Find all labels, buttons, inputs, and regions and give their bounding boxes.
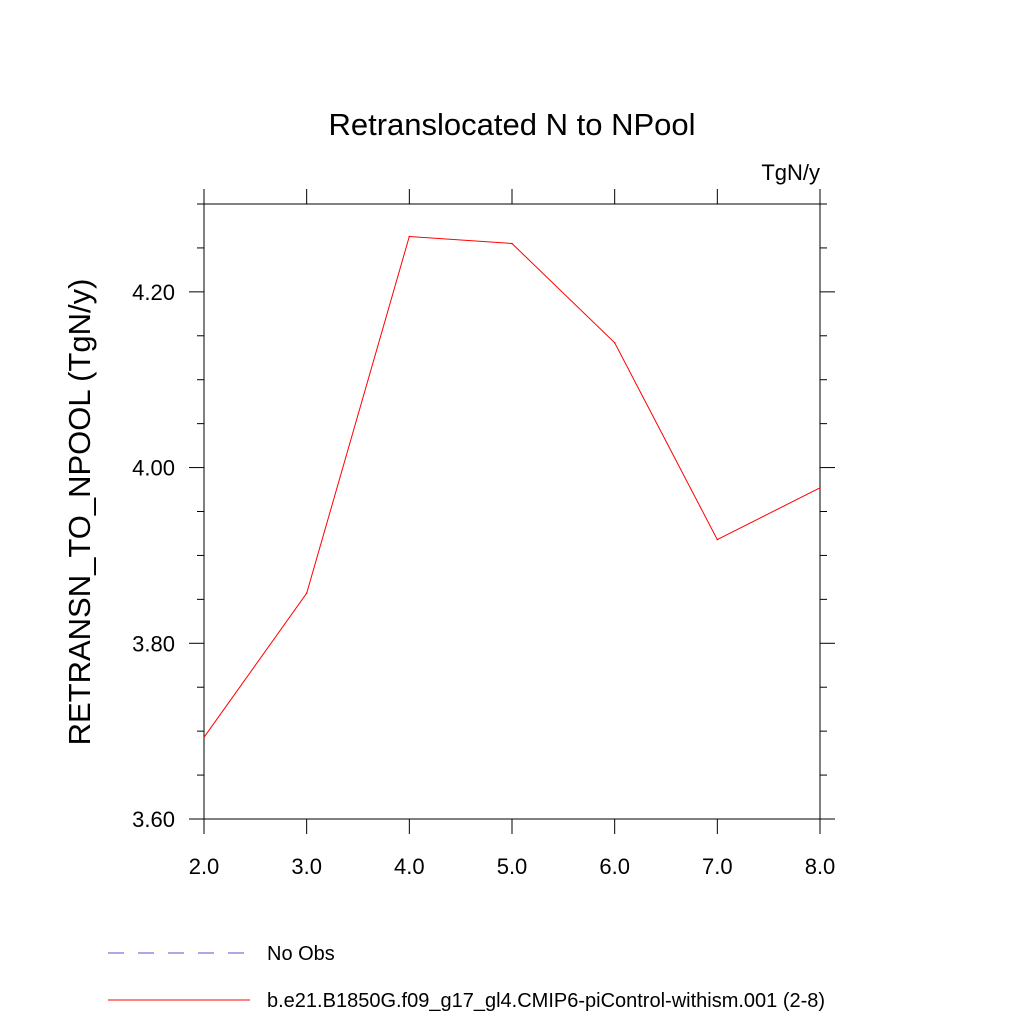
axis-ticks	[189, 189, 835, 834]
series-group	[203, 235, 821, 739]
legend: No Obs b.e21.B1850G.f09_g17_gl4.CMIP6-piC…	[108, 943, 825, 1012]
axis-tick-labels: 2.0 3.0 4.0 5.0 6.0 7.0 8.0 3.60 3.80 4.00 4.20	[132, 280, 835, 879]
x-tick-label: 3.0	[291, 854, 322, 879]
x-tick-label: 6.0	[599, 854, 630, 879]
chart-title: Retranslocated N to NPool	[328, 107, 695, 142]
data-point	[613, 342, 616, 344]
y-tick-label: 3.80	[132, 631, 175, 656]
data-point	[819, 486, 821, 489]
y-tick-label: 4.00	[132, 456, 175, 481]
y-axis-label: RETRANSN_TO_NPOOL (TgN/y)	[62, 279, 97, 746]
legend-label: No Obs	[267, 943, 335, 965]
x-tick-label: 2.0	[189, 854, 220, 879]
plot-frame	[203, 203, 821, 820]
data-point	[716, 538, 719, 541]
legend-label: b.e21.B1850G.f09_g17_gl4.CMIP6-piControl…	[267, 990, 825, 1012]
series-line	[203, 235, 821, 738]
x-tick-label: 8.0	[805, 854, 836, 879]
data-point	[203, 736, 205, 739]
x-tick-label: 5.0	[497, 854, 528, 879]
data-point	[511, 242, 513, 245]
y-tick-label: 3.60	[132, 807, 175, 832]
units-label: TgN/y	[761, 160, 820, 185]
data-point	[408, 235, 411, 238]
data-point	[305, 592, 308, 595]
x-tick-label: 4.0	[394, 854, 425, 879]
y-tick-label: 4.20	[132, 280, 175, 305]
x-tick-label: 7.0	[702, 854, 733, 879]
